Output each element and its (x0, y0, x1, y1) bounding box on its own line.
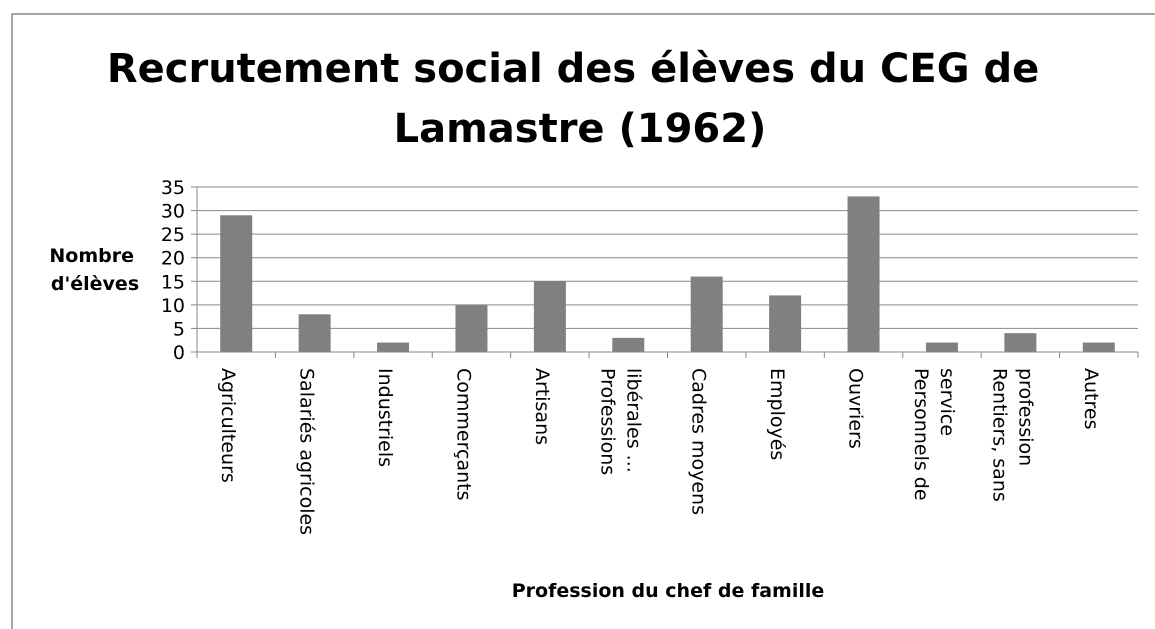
y-tick-label: 35 (161, 177, 185, 199)
bar (1004, 333, 1037, 352)
bar (220, 215, 253, 352)
bar (925, 342, 958, 352)
bar (612, 337, 645, 352)
y-tick-label: 10 (161, 295, 185, 317)
x-tick-label: Cadres moyens (688, 368, 710, 515)
x-tick-label: Artisans (531, 368, 553, 445)
x-tick-label: Ouvriers (845, 368, 867, 449)
y-axis-title: Nombre d'élèves (49, 245, 140, 295)
x-tick-label: Personnels de service (910, 368, 958, 507)
bar (1082, 342, 1115, 352)
bar (455, 304, 488, 352)
x-tick-label: Commerçants (452, 368, 474, 500)
y-tick-label: 25 (161, 224, 185, 246)
bar (847, 196, 880, 352)
bar (769, 295, 802, 352)
x-tick-label: Professions libérales ... (596, 368, 644, 481)
bar (377, 342, 410, 352)
bar (533, 281, 566, 352)
y-tick-label: 30 (161, 201, 185, 223)
x-axis-title: Profession du chef de famille (512, 580, 825, 602)
x-tick-label: Employés (766, 368, 788, 460)
y-tick-label: 0 (173, 342, 185, 364)
x-tick-label: Autres (1080, 368, 1102, 429)
bar (298, 314, 331, 352)
x-tick-label: Agriculteurs (217, 368, 239, 483)
bar (690, 276, 723, 352)
x-tick-label: Industriels (374, 368, 396, 467)
x-tick-label: Salariés agricoles (296, 368, 318, 535)
chart-frame (11, 13, 1155, 629)
chart-title: Recrutement social des élèves du CEG de … (107, 46, 1053, 152)
x-tick-label: Rentiers, sans profession (988, 368, 1036, 508)
y-tick-label: 15 (161, 271, 185, 293)
y-tick-label: 20 (161, 248, 185, 270)
y-tick-label: 5 (173, 318, 185, 340)
